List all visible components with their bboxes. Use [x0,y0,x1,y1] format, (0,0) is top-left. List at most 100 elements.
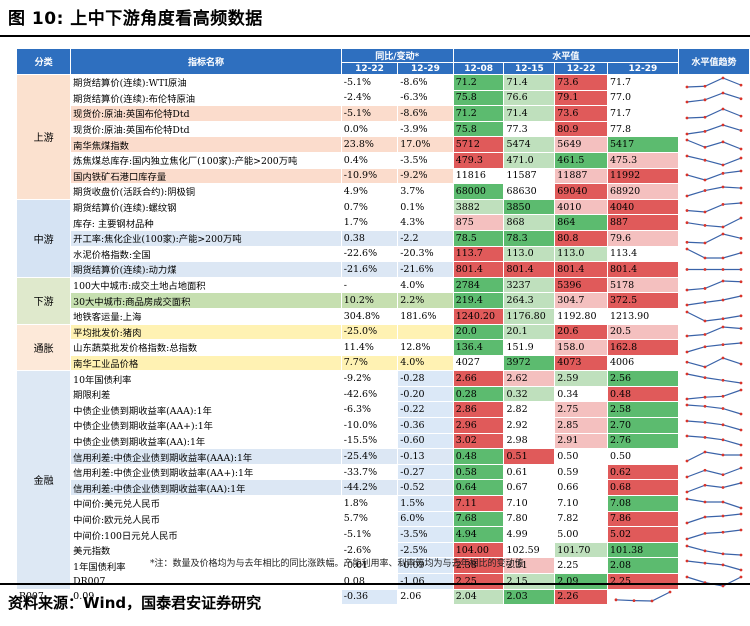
yoy-value: -3.9% [397,120,454,138]
yoy-value: 4.0% [397,354,454,372]
yoy-value: -44.2% [340,479,399,497]
sparkline-point [739,568,743,572]
level-value: 2.31 [503,557,556,574]
level-value: 20.6 [554,323,608,341]
yoy-value: -6.3% [397,89,454,107]
yoy-value: - [340,276,399,294]
yoy-value: -2.2 [397,229,454,247]
level-value: 104.00 [452,541,505,559]
level-value: 68920 [606,183,679,200]
level-value: 78.5 [452,229,505,247]
sparkline-point [703,376,707,380]
sparkline-point [668,590,672,594]
sparkline-point [721,232,725,236]
level-value: 80.9 [554,120,608,138]
indicator-name: 中间价:欧元兑人民币 [70,510,342,528]
level-value: 461.5 [554,151,608,169]
indicator-name: 期货结算价(连续):布伦特原油 [70,89,342,107]
trend-sparkline [685,76,743,89]
sparkline-point [685,240,689,244]
yoy-value: -0.27 [397,463,454,481]
trend-sparkline-cell [677,541,750,559]
trend-sparkline-cell [677,167,750,185]
trend-sparkline [685,403,743,416]
sparkline-point [685,435,689,438]
sparkline-point [703,189,707,192]
level-value: 5474 [503,136,556,153]
sparkline-point [739,97,743,101]
trend-sparkline-cell [677,385,750,403]
level-value: 2.06 [397,588,454,606]
level-value: 2.62 [503,370,556,387]
sparkline-line [686,467,742,478]
sparkline-point [721,76,725,80]
sparkline-line [686,170,742,181]
sparkline-point [632,599,636,603]
sparkline-point [703,561,707,565]
table-body: 上游 期货结算价(连续):WTI原油 -5.1% -8.6% 71.2 71.4 73.6 7… [15,74,750,606]
high-frequency-data-table: 分类 指标名称 同比/变动* 水平值 水平值趋势 12-22 12-29 12-… [15,48,750,606]
category-cell: 下游 [15,276,72,325]
sparkline-point [685,116,689,120]
sparkline-point [703,395,707,399]
table-row: 期限利差 -42.6% -0.20 0.28 0.32 0.34 0.48 [17,385,750,403]
level-value: 20.1 [503,323,556,341]
level-value: 71.4 [503,105,556,122]
header-yoy: 同比/变动* [340,48,454,63]
table-row: 库存: 主要钢材品种 1.7% 4.3% 875 868 864 887 [17,214,750,231]
sparkline-point [685,100,689,104]
sparkline-line [686,451,741,462]
sparkline-point [703,146,707,149]
sparkline-point [721,357,725,360]
level-value: 2.91 [554,432,608,450]
table-row: 期货结算价(连续):动力煤 -21.6% -21.6% 801.4 801.4 801.4… [17,261,750,278]
sparkline-point [739,268,743,271]
table-row: DR007 0.08 -1.06 2.25 2.15 2.09 2.25 [17,573,750,590]
level-value: 2.98 [503,432,556,450]
sparkline-point [721,107,725,111]
table-row: 30大中城市:商品房成交面积 10.2% 2.2% 219.4 264.3 304.7 37… [17,292,750,309]
sparkline-point [721,268,725,271]
level-value: 2.82 [503,401,556,419]
trend-sparkline [685,91,743,104]
trend-sparkline-cell [677,307,750,325]
level-value: 78.3 [503,229,556,247]
sparkline-point [739,481,743,485]
trend-sparkline-cell [677,401,750,419]
yoy-value: 1.5% [397,495,454,512]
sparkline-point [721,298,725,302]
category-cell: 上游 [15,74,72,200]
level-value: 158.0 [554,339,608,356]
sparkline-line [686,279,741,291]
level-value: 0.58 [452,463,505,481]
sparkline-line [686,295,742,306]
trend-sparkline [685,185,743,198]
sparkline-point [721,438,725,442]
trend-sparkline [685,154,743,167]
level-value: 113.0 [554,245,608,263]
level-value: 5712 [452,136,505,153]
trend-sparkline [685,481,743,494]
level-value: 4.94 [452,526,505,543]
yoy-value [397,323,454,341]
table-row: 中债企业债到期收益率(AAA):1年 -6.3% -0.22 2.86 2.82 2.75… [17,401,750,419]
indicator-name: 期货结算价(连续):动力煤 [70,261,342,278]
table-row: 1年国债利率 -0.01 -0.09 2.38 2.31 2.25 2.08 [17,557,750,574]
level-value: 5396 [554,276,608,294]
table-row: 信用利差:中债企业债到期收益率(AA+):1年 -33.7% -0.27 0.58 0.… [17,463,750,481]
level-value: 2.66 [452,370,505,387]
level-value: 2.58 [606,401,679,419]
level-value: 0.50 [606,448,679,465]
sparkline-point [739,279,743,283]
sparkline-point [703,178,707,182]
trend-sparkline [614,590,672,603]
sparkline-point [739,412,743,416]
sparkline-point [739,147,743,151]
level-value: 2.38 [452,557,505,574]
sparkline-point [685,403,689,407]
level-value: 875 [452,214,505,231]
indicator-name: 库存: 主要钢材品种 [70,214,342,231]
sparkline-point [703,531,707,535]
trend-sparkline [685,575,743,588]
level-value: 77.8 [606,120,679,138]
